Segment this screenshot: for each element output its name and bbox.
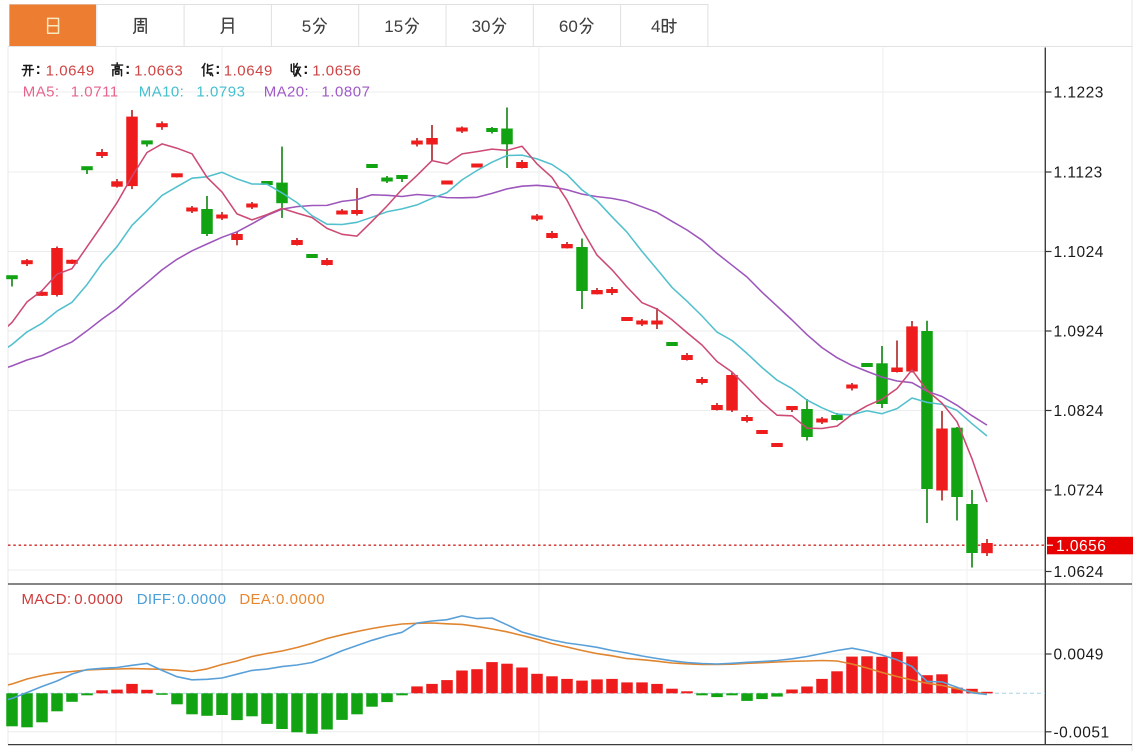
- svg-text:1.0624: 1.0624: [1054, 564, 1104, 581]
- svg-text:MA10:: MA10:: [139, 84, 184, 101]
- svg-text:MA20:: MA20:: [264, 84, 309, 101]
- svg-text:-0.0051: -0.0051: [1054, 724, 1110, 741]
- svg-text:DIFF:: DIFF:: [137, 591, 176, 608]
- svg-text:1.0711: 1.0711: [71, 84, 119, 101]
- svg-text:0.0049: 0.0049: [1054, 647, 1104, 664]
- svg-text:1.0656: 1.0656: [1056, 538, 1106, 555]
- svg-text:1.0656: 1.0656: [312, 63, 361, 80]
- svg-text:DEA:: DEA:: [239, 591, 275, 608]
- svg-text:MACD:: MACD:: [22, 591, 72, 608]
- svg-text:1.0924: 1.0924: [1054, 324, 1104, 341]
- svg-text:4: 4: [651, 17, 660, 36]
- svg-text:1.0807: 1.0807: [321, 84, 370, 101]
- svg-text:0.0000: 0.0000: [276, 591, 325, 608]
- svg-text:0.0000: 0.0000: [74, 591, 123, 608]
- svg-text:15: 15: [384, 17, 403, 36]
- svg-text:1.0724: 1.0724: [1054, 483, 1104, 500]
- svg-text:1.1123: 1.1123: [1054, 165, 1103, 182]
- svg-text:1.0649: 1.0649: [224, 63, 273, 80]
- svg-text:1.1024: 1.1024: [1054, 244, 1104, 261]
- svg-text:1.1223: 1.1223: [1054, 85, 1104, 102]
- svg-text:1.0824: 1.0824: [1054, 403, 1104, 420]
- svg-text:1.0663: 1.0663: [134, 63, 183, 80]
- svg-text:1.0649: 1.0649: [46, 63, 95, 80]
- svg-text:1.0793: 1.0793: [196, 84, 245, 101]
- svg-text:5: 5: [302, 17, 311, 36]
- svg-text:60: 60: [559, 17, 578, 36]
- svg-text:0.0000: 0.0000: [177, 591, 226, 608]
- svg-text:30: 30: [472, 17, 491, 36]
- svg-text:MA5:: MA5:: [23, 84, 60, 101]
